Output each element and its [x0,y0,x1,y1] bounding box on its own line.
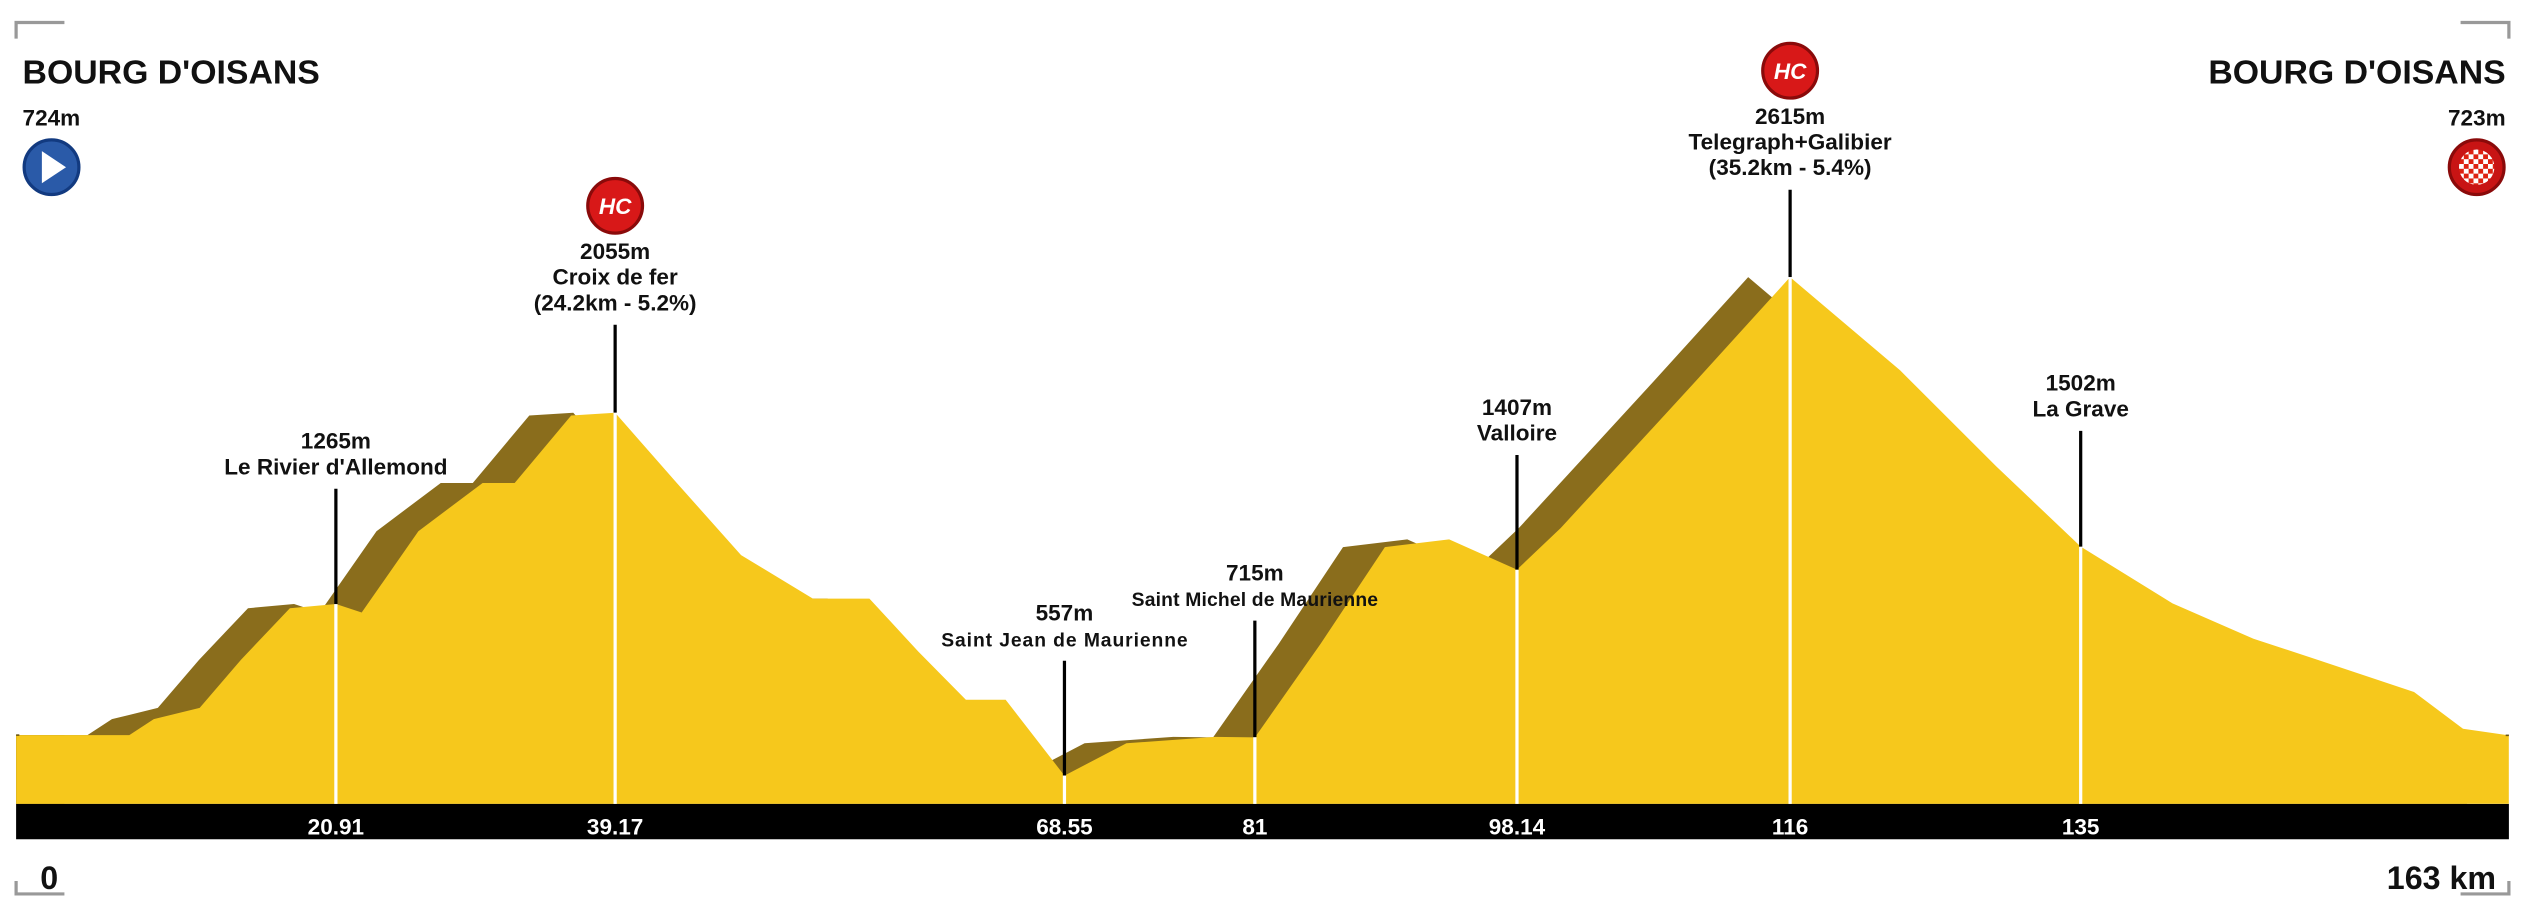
x-tick-label: 20.91 [308,814,364,839]
waypoint-name: Croix de fer [553,265,678,290]
waypoint-name: Valloire [1477,421,1557,446]
corner-brackets [14,20,2511,896]
finish-icon [2447,138,2506,197]
waypoint-detail: (24.2km - 5.2%) [534,290,697,315]
waypoint-name: Saint Jean de Maurienne [941,630,1188,651]
badge-circle [586,176,645,235]
waypoint-name: Saint Michel de Maurienne [1132,590,1379,611]
waypoint-name: La Grave [2032,396,2128,421]
profile [16,277,2509,804]
waypoint-elevation-label: 2615m [1755,104,1825,129]
x-end-label: 163 km [2387,860,2496,896]
category-badge: HC [1761,41,1820,100]
x-tick-label: 81 [1242,814,1267,839]
waypoint-elevation-label: 1265m [301,429,371,454]
waypoint-elevation-label: 557m [1036,601,1094,626]
waypoint-name: Telegraph+Galibier [1689,130,1892,155]
start-name: BOURG D'OISANS [23,54,320,92]
start-icon [22,138,81,197]
x-tick-label: 68.55 [1036,814,1092,839]
x-tick-label: 98.14 [1489,814,1546,839]
waypoint-detail: (35.2km - 5.4%) [1709,155,1872,180]
badge-label: HC [599,194,632,219]
finish-name: BOURG D'OISANS [2208,54,2505,92]
waypoint-name: Le Rivier d'Allemond [224,454,447,479]
waypoint-elevation-label: 715m [1226,560,1284,585]
start-elevation-label: 724m [23,105,81,130]
waypoint-elevation-label: 1407m [1482,395,1552,420]
badge-label: HC [1774,59,1807,84]
x-tick-label: 39.17 [587,814,643,839]
category-badge: HC [586,176,645,235]
x-tick-label: 135 [2062,814,2100,839]
x-end-label: 0 [40,860,58,896]
finish-elevation-label: 723m [2448,105,2506,130]
profile-area [16,277,2509,804]
waypoint-elevation-label: 1502m [2046,371,2116,396]
badge-circle [1761,41,1820,100]
x-tick-label: 116 [1772,814,1808,839]
waypoint-elevation-label: 2055m [580,239,650,264]
distance-bar [16,803,2509,840]
